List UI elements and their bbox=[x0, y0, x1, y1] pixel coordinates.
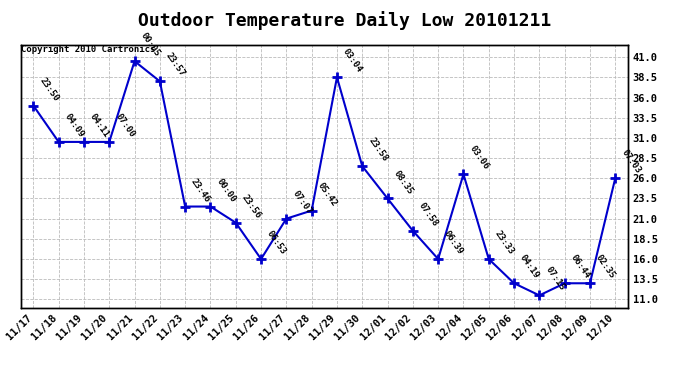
Text: 03:04: 03:04 bbox=[341, 47, 364, 75]
Text: 07:07: 07:07 bbox=[290, 189, 313, 216]
Text: Copyright 2010 Cartronics: Copyright 2010 Cartronics bbox=[21, 45, 155, 54]
Text: 07:00: 07:00 bbox=[113, 112, 136, 139]
Text: 23:58: 23:58 bbox=[366, 136, 389, 164]
Text: 04:19: 04:19 bbox=[518, 254, 541, 280]
Text: 00:00: 00:00 bbox=[215, 177, 237, 204]
Text: Outdoor Temperature Daily Low 20101211: Outdoor Temperature Daily Low 20101211 bbox=[139, 11, 551, 30]
Text: 06:44: 06:44 bbox=[569, 254, 591, 280]
Text: 03:06: 03:06 bbox=[468, 144, 491, 171]
Text: 05:42: 05:42 bbox=[316, 181, 339, 208]
Text: 00:05: 00:05 bbox=[139, 31, 161, 58]
Text: 04:09: 04:09 bbox=[63, 112, 86, 139]
Text: 23:33: 23:33 bbox=[493, 229, 515, 256]
Text: 23:46: 23:46 bbox=[189, 177, 212, 204]
Text: 04:11: 04:11 bbox=[88, 112, 111, 139]
Text: 23:50: 23:50 bbox=[37, 76, 60, 103]
Text: 07:03: 07:03 bbox=[620, 148, 642, 176]
Text: 02:35: 02:35 bbox=[594, 254, 617, 280]
Text: 23:57: 23:57 bbox=[164, 51, 187, 79]
Text: 06:53: 06:53 bbox=[265, 229, 288, 256]
Text: 07:58: 07:58 bbox=[417, 201, 440, 228]
Text: 07:15: 07:15 bbox=[544, 266, 566, 292]
Text: 23:56: 23:56 bbox=[240, 193, 263, 220]
Text: 08:35: 08:35 bbox=[392, 168, 415, 196]
Text: 06:39: 06:39 bbox=[442, 229, 465, 256]
